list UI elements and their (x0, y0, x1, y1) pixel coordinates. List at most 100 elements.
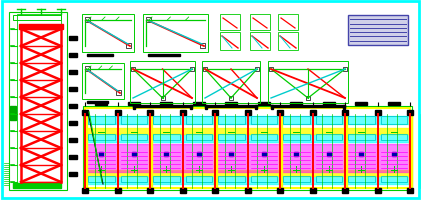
Bar (69, 155, 77, 159)
Bar (315, 134, 342, 140)
Bar (133, 105, 192, 107)
Bar (279, 114, 282, 188)
Bar (250, 134, 277, 140)
Bar (355, 102, 367, 105)
Bar (179, 188, 186, 193)
Bar (348, 134, 375, 140)
Bar (218, 134, 245, 140)
Bar (85, 18, 90, 23)
Bar (348, 116, 375, 124)
Bar (69, 104, 77, 108)
Bar (375, 188, 381, 193)
Bar (205, 105, 207, 109)
Bar (164, 152, 168, 156)
Bar (197, 152, 201, 156)
Bar (255, 105, 257, 109)
Bar (212, 110, 218, 115)
Bar (82, 64, 124, 100)
Bar (83, 114, 86, 188)
Bar (375, 110, 381, 115)
Bar (88, 134, 115, 140)
Bar (120, 116, 147, 124)
Bar (133, 105, 135, 109)
Bar (220, 15, 240, 31)
Bar (128, 102, 140, 105)
Bar (69, 172, 77, 176)
Bar (213, 114, 216, 188)
Bar (309, 110, 315, 115)
Bar (388, 102, 400, 105)
Bar (229, 152, 233, 156)
Bar (115, 188, 120, 193)
Bar (343, 68, 347, 72)
Bar (245, 110, 250, 115)
Bar (323, 102, 335, 105)
Bar (95, 102, 107, 105)
Bar (148, 55, 180, 57)
Bar (348, 16, 408, 46)
Bar (381, 176, 407, 182)
Bar (200, 44, 205, 49)
Bar (69, 36, 77, 40)
Bar (250, 15, 270, 31)
Bar (258, 102, 270, 105)
Bar (315, 116, 342, 124)
Bar (392, 152, 396, 156)
Bar (277, 188, 283, 193)
Bar (120, 134, 147, 140)
Bar (160, 102, 172, 105)
Bar (13, 16, 61, 21)
Bar (82, 188, 88, 193)
Bar (269, 68, 273, 72)
Bar (9, 13, 67, 190)
Bar (283, 134, 309, 140)
Bar (250, 176, 277, 182)
Bar (85, 128, 410, 134)
Bar (327, 152, 331, 156)
Bar (99, 152, 103, 156)
Bar (381, 134, 407, 140)
Bar (160, 97, 165, 100)
Bar (277, 110, 283, 115)
Bar (212, 188, 218, 193)
Bar (82, 110, 88, 115)
Bar (186, 116, 212, 124)
Bar (203, 68, 207, 72)
Bar (202, 62, 260, 103)
Bar (186, 134, 212, 140)
Bar (306, 97, 310, 100)
Bar (205, 105, 257, 107)
Bar (153, 176, 179, 182)
Bar (85, 67, 90, 72)
Bar (268, 62, 348, 103)
Bar (229, 97, 233, 100)
Bar (132, 152, 136, 156)
Bar (85, 170, 410, 176)
Bar (193, 102, 205, 105)
Bar (342, 110, 348, 115)
Bar (153, 134, 179, 140)
Bar (407, 188, 413, 193)
Bar (294, 152, 298, 156)
Bar (87, 55, 113, 57)
Bar (85, 108, 410, 188)
Bar (115, 110, 120, 115)
Bar (218, 116, 245, 124)
Bar (278, 33, 298, 51)
Bar (19, 25, 63, 30)
Bar (245, 188, 250, 193)
Bar (83, 106, 412, 190)
Bar (290, 102, 302, 105)
Bar (88, 176, 115, 182)
Bar (348, 176, 375, 182)
Bar (342, 188, 348, 193)
Bar (143, 15, 208, 53)
Bar (126, 44, 131, 49)
Bar (131, 68, 135, 72)
Bar (408, 114, 411, 188)
Bar (130, 62, 195, 103)
Bar (149, 114, 152, 188)
Bar (250, 33, 270, 51)
Bar (13, 183, 61, 188)
Bar (186, 176, 212, 182)
